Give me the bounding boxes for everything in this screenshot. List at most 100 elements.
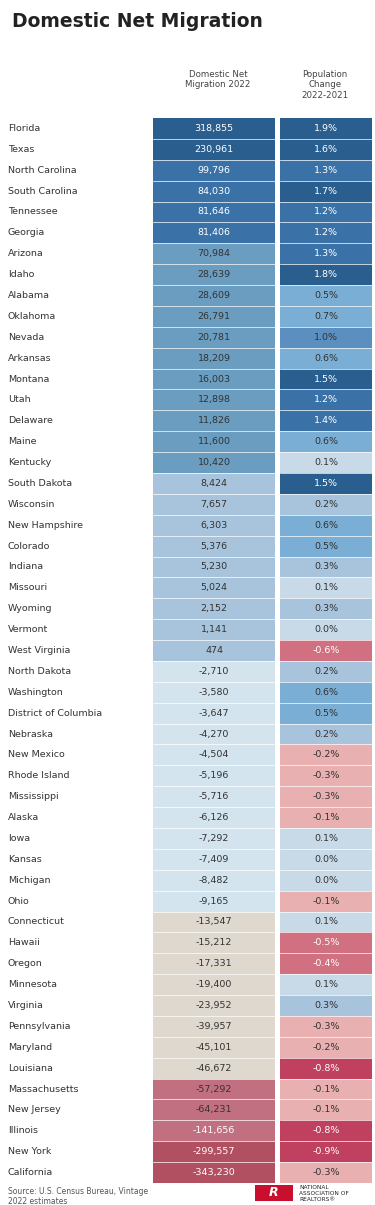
Text: Rhode Island: Rhode Island	[8, 771, 69, 781]
Text: 1.2%: 1.2%	[314, 207, 338, 217]
Text: -15,212: -15,212	[196, 939, 232, 947]
Text: Indiana: Indiana	[8, 563, 43, 571]
Text: 0.3%: 0.3%	[314, 1001, 338, 1010]
Text: Domestic Net Migration: Domestic Net Migration	[12, 12, 263, 31]
Text: -0.3%: -0.3%	[312, 1022, 340, 1031]
Bar	[153, 1162, 275, 1183]
Text: 0.0%: 0.0%	[314, 854, 338, 864]
Bar	[153, 389, 275, 411]
Text: Arizona: Arizona	[8, 249, 44, 258]
Text: 70,984: 70,984	[198, 249, 231, 258]
Text: 6,303: 6,303	[200, 521, 228, 530]
Text: Maine: Maine	[8, 437, 36, 446]
Text: South Carolina: South Carolina	[8, 187, 78, 195]
Text: Mississippi: Mississippi	[8, 792, 58, 801]
Text: 5,376: 5,376	[200, 541, 228, 551]
Text: 1.2%: 1.2%	[314, 395, 338, 405]
Bar	[153, 223, 275, 243]
Text: 12,898: 12,898	[198, 395, 231, 405]
Bar	[153, 286, 275, 306]
Bar	[280, 807, 372, 828]
Text: 0.3%: 0.3%	[314, 563, 338, 571]
Bar	[280, 306, 372, 327]
Text: Michigan: Michigan	[8, 876, 51, 884]
Bar	[280, 1141, 372, 1162]
Bar	[280, 411, 372, 431]
Bar	[280, 286, 372, 306]
Text: R: R	[269, 1187, 279, 1199]
Text: New Hampshire: New Hampshire	[8, 521, 83, 530]
Bar	[153, 703, 275, 723]
Text: Nebraska: Nebraska	[8, 729, 53, 739]
Text: Colorado: Colorado	[8, 541, 50, 551]
Bar	[280, 389, 372, 411]
Bar	[280, 577, 372, 599]
Bar	[153, 452, 275, 474]
Bar	[153, 765, 275, 786]
Text: -39,957: -39,957	[196, 1022, 232, 1031]
Text: California: California	[8, 1168, 53, 1177]
Bar	[280, 911, 372, 933]
Text: 0.6%: 0.6%	[314, 688, 338, 696]
Bar	[280, 974, 372, 995]
Bar	[280, 599, 372, 619]
Text: -0.3%: -0.3%	[312, 792, 340, 801]
Bar	[280, 890, 372, 911]
Text: -0.1%: -0.1%	[312, 897, 340, 906]
Text: Wyoming: Wyoming	[8, 604, 52, 613]
Bar	[153, 577, 275, 599]
Bar	[280, 118, 372, 139]
Bar	[280, 682, 372, 703]
Text: Maryland: Maryland	[8, 1042, 52, 1052]
Text: -0.8%: -0.8%	[312, 1127, 340, 1135]
Bar	[153, 599, 275, 619]
Bar	[153, 181, 275, 201]
Bar	[280, 995, 372, 1016]
Text: 1.0%: 1.0%	[314, 333, 338, 342]
Bar	[153, 369, 275, 389]
Text: -19,400: -19,400	[196, 980, 232, 989]
Text: 1.8%: 1.8%	[314, 270, 338, 280]
Text: 7,657: 7,657	[201, 500, 228, 509]
Bar	[280, 201, 372, 223]
Text: 0.1%: 0.1%	[314, 834, 338, 843]
Bar	[280, 745, 372, 765]
Text: 5,024: 5,024	[201, 583, 228, 593]
Text: -46,672: -46,672	[196, 1064, 232, 1072]
Bar	[153, 682, 275, 703]
Bar	[280, 557, 372, 577]
Bar	[153, 1121, 275, 1141]
Text: Ohio: Ohio	[8, 897, 30, 906]
Text: 1.4%: 1.4%	[314, 416, 338, 425]
Text: Florida: Florida	[8, 124, 40, 133]
Text: 8,424: 8,424	[201, 478, 228, 488]
Text: 81,406: 81,406	[198, 229, 231, 237]
Bar	[153, 118, 275, 139]
Text: -0.2%: -0.2%	[312, 751, 340, 759]
Text: 0.6%: 0.6%	[314, 437, 338, 446]
Text: -0.6%: -0.6%	[312, 646, 340, 656]
Text: 2,152: 2,152	[201, 604, 228, 613]
Bar	[153, 828, 275, 848]
Text: 0.5%: 0.5%	[314, 709, 338, 718]
Bar	[153, 995, 275, 1016]
Text: -5,196: -5,196	[199, 771, 229, 781]
Text: 0.5%: 0.5%	[314, 290, 338, 300]
Bar	[153, 640, 275, 660]
Text: -0.3%: -0.3%	[312, 1168, 340, 1177]
Text: 10,420: 10,420	[198, 458, 231, 468]
Text: 1,141: 1,141	[201, 625, 228, 634]
Bar	[280, 1078, 372, 1099]
Text: 0.2%: 0.2%	[314, 729, 338, 739]
Text: Connecticut: Connecticut	[8, 917, 65, 927]
Bar	[280, 431, 372, 452]
Text: -0.4%: -0.4%	[312, 959, 340, 969]
Bar	[153, 660, 275, 682]
Text: Oregon: Oregon	[8, 959, 43, 969]
Text: -45,101: -45,101	[196, 1042, 232, 1052]
Bar	[153, 1036, 275, 1058]
Text: Vermont: Vermont	[8, 625, 48, 634]
Bar	[153, 515, 275, 536]
Bar	[153, 160, 275, 181]
Text: New Mexico: New Mexico	[8, 751, 65, 759]
